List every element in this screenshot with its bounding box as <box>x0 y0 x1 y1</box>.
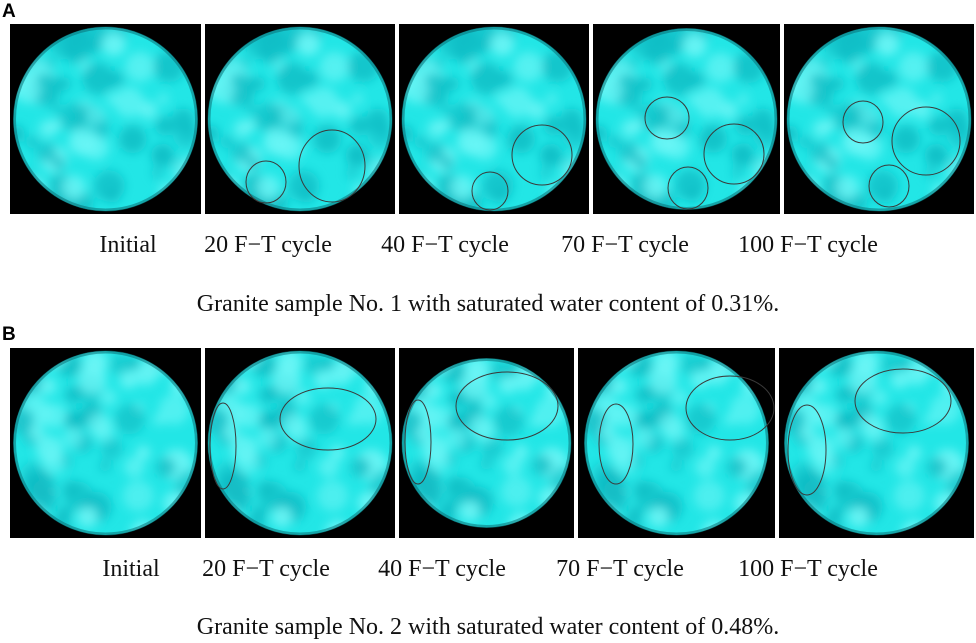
panel-b-image-strip <box>0 348 976 538</box>
panel-a-40-cycle-image <box>399 24 589 214</box>
damage-region-marker <box>703 123 765 185</box>
damage-region-marker <box>854 368 952 434</box>
specimen-disc-image <box>401 26 587 212</box>
damage-region-marker <box>404 399 432 485</box>
damage-region-marker <box>787 404 827 496</box>
specimen-disc-image <box>13 26 198 212</box>
damage-region-marker <box>685 375 775 441</box>
panel-b-label-initial: Initial <box>102 556 160 582</box>
specimen-disc-image <box>401 358 572 528</box>
damage-region-marker <box>842 100 884 144</box>
panel-b-label-40: 40 F−T cycle <box>378 556 506 582</box>
panel-a-label-20: 20 F−T cycle <box>204 232 332 258</box>
panel-b-label-100: 100 F−T cycle <box>738 556 878 582</box>
damage-region-marker <box>279 387 377 451</box>
damage-region-marker <box>891 106 961 176</box>
panel-b-label-70: 70 F−T cycle <box>556 556 684 582</box>
panel-b-20-cycle-image <box>205 348 395 538</box>
damage-region-marker <box>298 129 366 203</box>
panel-a-label-40: 40 F−T cycle <box>381 232 509 258</box>
damage-region-marker <box>511 124 573 186</box>
panel-a-letter: A <box>2 1 16 22</box>
specimen-disc-image <box>13 350 198 536</box>
specimen-disc-image <box>786 26 972 212</box>
panel-b-initial-image <box>10 348 201 538</box>
panel-a-label-70: 70 F−T cycle <box>561 232 689 258</box>
panel-b-100-cycle-image <box>779 348 974 538</box>
panel-a-caption: Granite sample No. 1 with saturated wate… <box>196 291 780 317</box>
specimen-disc-image <box>207 26 393 212</box>
specimen-disc-image <box>595 28 778 210</box>
panel-a-image-strip <box>0 24 976 214</box>
damage-region-marker <box>209 402 237 490</box>
panel-b-40-cycle-image <box>399 348 574 538</box>
panel-a-70-cycle-image <box>593 24 780 214</box>
damage-region-marker <box>667 166 709 210</box>
panel-b-caption: Granite sample No. 2 with saturated wate… <box>196 614 780 640</box>
damage-region-marker <box>471 171 509 211</box>
specimen-disc-image <box>207 350 393 536</box>
panel-b-labels: Initial 20 F−T cycle 40 F−T cycle 70 F−T… <box>0 556 976 586</box>
panel-a-label-100: 100 F−T cycle <box>738 232 878 258</box>
panel-a-20-cycle-image <box>205 24 395 214</box>
panel-b-70-cycle-image <box>578 348 775 538</box>
panel-a-labels: Initial 20 F−T cycle 40 F−T cycle 70 F−T… <box>0 232 976 262</box>
panel-b-label-20: 20 F−T cycle <box>202 556 330 582</box>
damage-region-marker <box>598 403 634 485</box>
panel-a-100-cycle-image <box>784 24 974 214</box>
specimen-disc-image <box>784 350 969 536</box>
damage-region-marker <box>644 96 690 140</box>
panel-a-label-initial: Initial <box>99 232 157 258</box>
panel-b-letter: B <box>2 324 16 345</box>
damage-region-marker <box>245 160 287 204</box>
specimen-disc-image <box>584 350 775 536</box>
panel-a-initial-image <box>10 24 201 214</box>
damage-region-marker <box>455 371 559 441</box>
damage-region-marker <box>868 164 910 208</box>
